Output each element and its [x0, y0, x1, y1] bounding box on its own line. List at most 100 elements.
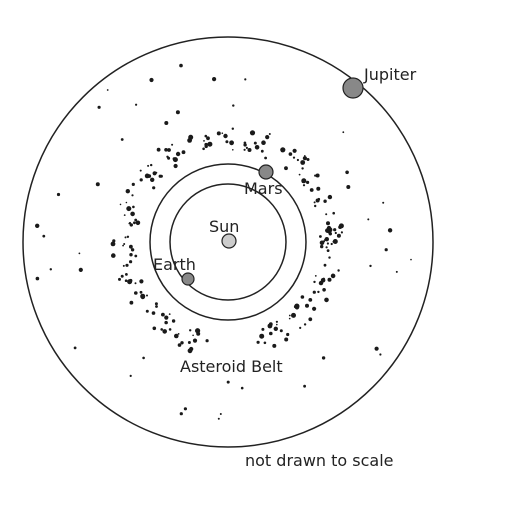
asteroid-dot: [147, 164, 150, 167]
asteroid-dot: [306, 180, 310, 184]
asteroid-dot: [333, 228, 337, 232]
asteroid-dot: [150, 163, 153, 167]
asteroid-dot: [315, 173, 320, 178]
space-dot: [379, 353, 382, 356]
asteroid-dot: [312, 290, 316, 294]
asteroid-dot: [301, 167, 304, 170]
space-dot: [369, 264, 372, 268]
asteroid-dot: [123, 243, 126, 245]
asteroid-dot: [177, 333, 180, 335]
asteroid-dot: [187, 341, 191, 344]
sun-label: Sun: [209, 217, 239, 236]
asteroid-dot: [110, 241, 116, 247]
space-dot: [321, 356, 326, 360]
asteroid-dot: [166, 155, 169, 158]
asteroid-dot: [302, 184, 306, 187]
asteroid-dot: [294, 305, 297, 309]
asteroid-dot: [172, 157, 178, 163]
asteroid-dot: [323, 263, 327, 267]
space-dot: [303, 384, 306, 388]
asteroid-dot: [319, 235, 322, 238]
asteroid-dot: [308, 298, 313, 302]
asteroid-dot: [327, 194, 333, 200]
asteroid-dot: [120, 274, 124, 278]
asteroid-dot: [325, 246, 328, 249]
asteroid-dot: [155, 305, 158, 308]
asteroid-dot: [205, 339, 209, 343]
space-dot: [135, 103, 138, 106]
asteroid-dot: [161, 312, 165, 317]
asteroid-dot: [129, 223, 133, 227]
space-dot: [410, 258, 412, 261]
asteroid-dot: [291, 312, 296, 318]
asteroid-dot: [336, 233, 341, 238]
asteroid-dot: [265, 135, 270, 140]
asteroid-dot: [317, 290, 320, 294]
space-dot: [164, 121, 169, 125]
asteroid-dot: [129, 244, 133, 249]
asteroid-dot: [130, 211, 135, 217]
space-dot: [35, 223, 40, 228]
asteroid-dot: [337, 269, 340, 272]
asteroid-dot: [305, 303, 309, 308]
asteroid-dot: [264, 156, 267, 160]
space-dot: [217, 417, 220, 420]
asteroid-dot: [334, 231, 337, 235]
asteroid-dot: [125, 189, 130, 194]
asteroid-dot: [322, 288, 326, 292]
space-dot: [179, 412, 183, 416]
space-dot: [384, 248, 388, 252]
asteroid-dot: [171, 143, 174, 146]
asteroid-dot: [139, 178, 143, 182]
space-dot: [175, 110, 180, 115]
asteroid-dot: [196, 331, 201, 336]
asteroid-dot: [125, 263, 129, 267]
space-dot: [387, 228, 393, 233]
asteroid-dot: [225, 140, 229, 144]
asteroid-dot: [126, 235, 130, 238]
asteroid-dot: [125, 273, 128, 276]
asteroid-dot: [296, 158, 299, 162]
asteroid-dot: [279, 329, 283, 333]
asteroid-dot: [154, 302, 158, 306]
asteroid-dot: [323, 199, 327, 203]
asteroid-dot: [216, 131, 221, 136]
space-dot: [142, 356, 145, 360]
asteroid-dot: [292, 156, 296, 159]
mars-planet: [258, 164, 274, 180]
space-dot: [56, 192, 61, 197]
asteroid-dot: [129, 253, 133, 257]
asteroid-dot: [286, 332, 290, 337]
asteroid-dot: [192, 338, 198, 343]
asteroid-dot: [269, 331, 273, 336]
space-dot: [212, 77, 217, 82]
asteroid-dot: [247, 148, 252, 152]
asteroid-dot: [135, 220, 141, 226]
asteroid-dot: [316, 186, 321, 191]
space-dot: [232, 104, 235, 107]
asteroid-dot: [332, 239, 338, 244]
asteroid-dot: [134, 254, 138, 258]
asteroid-dot: [263, 341, 267, 345]
space-dot: [342, 131, 345, 134]
asteroid-belt-label: Asteroid Belt: [180, 357, 283, 376]
asteroid-dot: [314, 204, 317, 208]
jupiter-orbit: [22, 36, 434, 448]
asteroid-dot: [111, 253, 116, 258]
asteroid-dot: [168, 328, 172, 331]
asteroid-dot: [324, 238, 327, 241]
asteroid-dot: [253, 141, 257, 145]
space-dot: [226, 380, 230, 384]
asteroid-dot: [284, 337, 289, 342]
asteroid-dot: [314, 275, 317, 277]
asteroid-dot: [299, 326, 302, 329]
space-dot: [346, 185, 351, 189]
asteroid-dot: [150, 177, 155, 182]
asteroid-dot: [125, 201, 128, 204]
asteroid-dot: [288, 314, 291, 317]
asteroid-dot: [326, 221, 330, 226]
asteroid-dot: [313, 201, 316, 204]
mars-label: Mars: [244, 179, 283, 198]
asteroid-dot: [231, 127, 234, 130]
asteroid-dot: [288, 152, 293, 156]
